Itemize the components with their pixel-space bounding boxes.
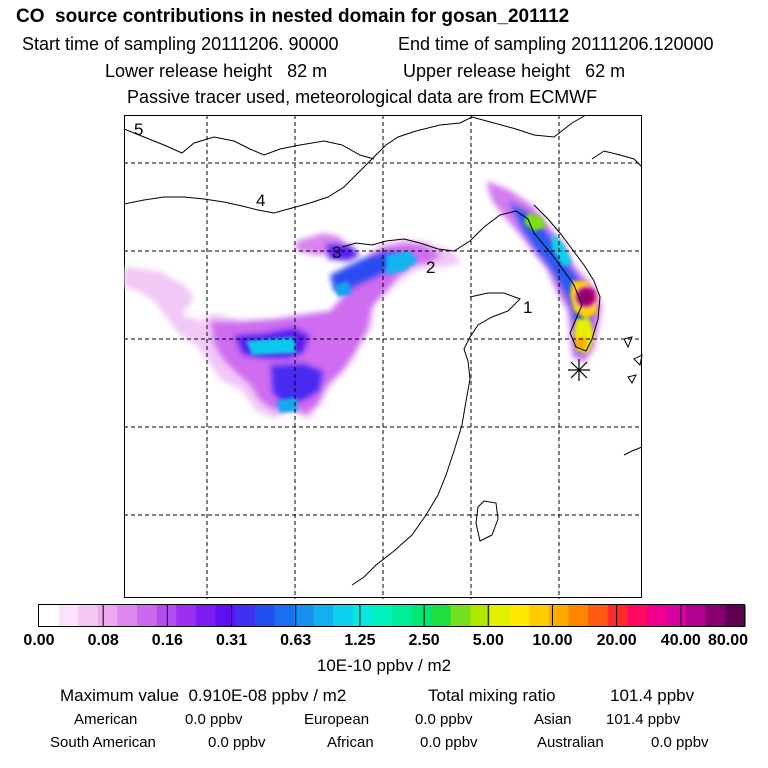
plot-title: CO source contributions in nested domain… [16,6,570,27]
colorbar-swatch [431,605,452,627]
concentration-core [246,251,418,413]
region-value-american: 0.0 ppbv [185,711,243,728]
map-panel: 1 2 3 4 5 [124,115,643,599]
colorbar-tick-label: 0.08 [87,632,119,649]
colorbar-swatch [97,605,119,627]
colorbar-tick-label: 0.63 [280,632,312,649]
concentration-plume [124,233,462,419]
colorbar-tick-label: 1.25 [344,632,376,649]
colorbar-swatch [78,605,99,627]
tracer-note: Passive tracer used, meteorological data… [127,87,598,107]
colorbar-tick-label: 0.00 [23,632,55,649]
region-name-south-american: South American [50,734,156,751]
colorbar-swatch [470,605,491,627]
colorbar-swatch [333,605,354,627]
colorbar-swatch [372,605,393,627]
colorbar-tick-label: 10.00 [532,632,573,649]
colorbar-swatch [666,605,687,627]
colorbar-tick-label: 20.00 [596,632,637,649]
colorbar-swatch [725,605,746,627]
colorbar-unit: 10E-10 ppbv / m2 [316,656,452,675]
colorbar-swatch [646,605,668,627]
colorbar-swatch [313,605,334,627]
region-name-asian: Asian [534,711,572,728]
colorbar-tick-label: 0.31 [215,632,248,649]
colorbar-swatch [274,605,295,627]
colorbar-tick-label: 5.00 [472,632,504,649]
colorbar-swatch [137,605,158,627]
total-mixing-label: Total mixing ratio [428,686,556,705]
colorbar-swatch [607,605,628,627]
colorbar-swatch [411,605,432,627]
colorbar-swatch [509,605,530,627]
colorbar-swatch [705,605,726,627]
colorbar-swatch [254,605,275,627]
colorbar-swatch [58,605,79,627]
region-value-european: 0.0 ppbv [415,711,473,728]
colorbar-swatch [568,605,589,627]
asterisk-icon [568,359,590,381]
region-name-american: American [74,711,138,728]
colorbar-tick-label: 40.00 [660,632,701,649]
colorbar-swatch [352,605,373,627]
colorbar-swatch [529,605,550,627]
colorbar-swatch [195,605,217,627]
colorbar-swatch [627,605,648,627]
total-mixing-value: 101.4 ppbv [610,686,695,705]
region-label-1: 1 [523,298,532,317]
region-value-asian: 101.4 ppbv [606,711,681,728]
colorbar-swatch [490,605,511,627]
colorbar-swatch [450,605,472,627]
start-time-label: Start time of sampling 20111206. 90000 [22,34,339,54]
end-time-label: End time of sampling 20111206.120000 [398,34,714,54]
colorbar-swatch [293,605,315,627]
concentration-plume-korea [486,181,602,363]
region-name-european: European [304,711,370,728]
colorbar-swatch [548,605,570,627]
upper-height-label: Upper release height 62 m [403,61,626,81]
region-value-african: 0.0 ppbv [420,734,478,751]
colorbar-swatch [215,605,236,627]
colorbar-swatch [686,605,707,627]
colorbar-swatch [39,605,60,627]
colorbar-swatch [117,605,138,627]
max-value-label: Maximum value 0.910E-08 ppbv / m2 [60,686,347,705]
colorbar [38,604,746,627]
lower-height-label: Lower release height 82 m [105,61,328,81]
region-value-south-american: 0.0 ppbv [208,734,266,751]
region-name-australian: Australian [537,734,604,751]
colorbar-swatch [156,605,177,627]
colorbar-swatch [588,605,609,627]
colorbar-tick-label: 2.50 [408,632,440,649]
region-label-2: 2 [426,258,435,277]
region-value-australian: 0.0 ppbv [651,734,709,751]
region-label-4: 4 [256,191,265,210]
colorbar-swatch [235,605,256,627]
region-name-african: African [327,734,374,751]
colorbar-tick-label: 0.16 [151,632,183,649]
region-label-5: 5 [134,120,143,139]
lat-lon-grid [124,115,642,599]
colorbar-tick-label: 80.00 [707,632,749,649]
colorbar-swatch [176,605,197,627]
region-label-3: 3 [332,243,341,262]
colorbar-swatch [392,605,413,627]
